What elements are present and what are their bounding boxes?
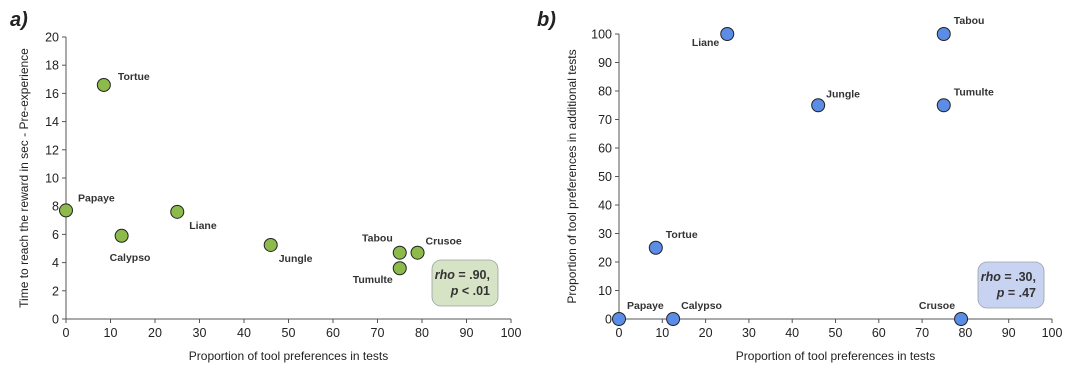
y-tick-label: 70 <box>598 113 612 127</box>
stat-rho: rho = .30, <box>981 270 1036 284</box>
x-tick-label: 70 <box>371 326 385 340</box>
point-label: Liane <box>692 37 720 49</box>
point-label: Tumulte <box>353 274 393 286</box>
y-tick-label: 40 <box>598 199 612 213</box>
x-tick-label: 90 <box>460 326 474 340</box>
point-label: Tabou <box>362 233 393 245</box>
y-tick-label: 18 <box>45 59 59 73</box>
data-point <box>720 27 735 41</box>
y-tick-label: 12 <box>45 143 59 157</box>
point-label: Crusoe <box>919 300 955 312</box>
x-tick-label: 50 <box>829 326 843 340</box>
data-point <box>59 203 73 218</box>
x-tick-label: 30 <box>742 326 756 340</box>
x-tick-label: 40 <box>237 326 251 340</box>
x-tick-label: 60 <box>326 326 340 340</box>
stat-p-value: < .01 <box>458 284 490 298</box>
data-point <box>936 98 951 113</box>
y-tick-label: 14 <box>45 115 59 129</box>
x-tick-label: 100 <box>1042 326 1063 340</box>
y-tick-label: 60 <box>598 142 612 156</box>
data-point <box>392 261 407 276</box>
stat-rho-symbol: rho <box>435 268 456 282</box>
y-tick-label: 6 <box>52 228 59 242</box>
point-label: Tortue <box>666 229 698 241</box>
y-tick-label: 16 <box>45 87 59 101</box>
x-tick-label: 100 <box>501 326 522 340</box>
data-point <box>392 245 407 260</box>
x-tick-label: 70 <box>915 326 929 340</box>
stat-p: p < .01 <box>450 284 490 298</box>
x-tick-label: 50 <box>282 326 296 340</box>
stat-rho: rho = .90, <box>435 268 490 282</box>
point-label: Tumulte <box>954 86 994 98</box>
x-tick-label: 10 <box>655 326 669 340</box>
point-label: Crusoe <box>426 236 462 248</box>
x-axis-title: Proportion of tool preferences in tests <box>189 349 388 363</box>
y-tick-label: 50 <box>598 170 612 184</box>
x-tick-label: 80 <box>415 326 429 340</box>
data-point <box>170 204 185 219</box>
data-point <box>666 312 681 326</box>
x-tick-label: 80 <box>958 326 972 340</box>
stat-p: p = .47 <box>996 286 1036 300</box>
data-point <box>114 228 129 243</box>
point-label: Tabou <box>954 15 985 27</box>
x-tick-label: 0 <box>63 326 70 340</box>
y-tick-label: 100 <box>591 28 612 42</box>
point-label: Papaye <box>627 300 664 312</box>
point-label: Tortue <box>118 71 150 83</box>
panel-letter: a) <box>10 9 28 31</box>
x-tick-label: 0 <box>616 326 623 340</box>
x-tick-label: 40 <box>785 326 799 340</box>
y-tick-label: 8 <box>52 200 59 214</box>
scatter-panel-a: a) 0 2 4 6 8 10 12 14 16 18 20 0 10 20 30 40 50 60 70 80 90 10… <box>10 9 521 363</box>
stat-rho-symbol: rho <box>981 270 1002 284</box>
y-tick-label: 10 <box>45 172 59 186</box>
stat-rho-value: = .30, <box>1001 270 1036 284</box>
stat-rho-value: = .90, <box>455 268 490 282</box>
data-point <box>612 312 626 326</box>
x-tick-label: 10 <box>104 326 118 340</box>
x-tick-label: 20 <box>148 326 162 340</box>
y-tick-label: 30 <box>598 227 612 241</box>
point-label: Jungle <box>826 88 860 100</box>
x-tick-label: 60 <box>872 326 886 340</box>
y-tick-label: 20 <box>598 256 612 270</box>
data-point <box>96 77 111 92</box>
stat-p-value: = .47 <box>1004 286 1036 300</box>
y-tick-label: 10 <box>598 284 612 298</box>
stats-box <box>431 259 499 307</box>
x-tick-label: 20 <box>699 326 713 340</box>
point-label: Papaye <box>78 192 115 204</box>
y-tick-label: 0 <box>52 313 59 327</box>
point-label: Calypso <box>681 300 722 312</box>
y-tick-label: 0 <box>605 313 612 327</box>
data-point <box>936 27 951 41</box>
panel-letter: b) <box>537 9 556 31</box>
y-tick-label: 90 <box>598 56 612 70</box>
y-tick-label: 20 <box>45 31 59 45</box>
stat-p-symbol: p <box>450 284 459 298</box>
x-tick-label: 30 <box>193 326 207 340</box>
y-tick-label: 4 <box>52 256 59 270</box>
data-point <box>410 245 425 260</box>
stats-box <box>977 261 1045 309</box>
stat-p-symbol: p <box>996 286 1005 300</box>
y-axis-title: Time to reach the reward in sec - Pre-ex… <box>17 48 31 308</box>
x-tick-label: 90 <box>1002 326 1016 340</box>
x-axis-title: Proportion of tool preferences in tests <box>736 349 935 363</box>
data-point <box>954 312 969 326</box>
y-tick-label: 80 <box>598 85 612 99</box>
data-point <box>263 237 278 252</box>
point-label: Calypso <box>110 252 151 264</box>
scatter-panel-b: b) 0 10 20 30 40 50 60 70 80 90 100 0 10 20 30 40 50 60 70 8… <box>537 9 1062 363</box>
data-point <box>811 98 826 113</box>
point-label: Jungle <box>279 253 313 265</box>
data-point <box>648 240 663 255</box>
y-axis-title: Proportion of tool preferences in additi… <box>565 49 579 303</box>
point-label: Liane <box>189 220 217 232</box>
y-tick-label: 2 <box>52 284 59 298</box>
